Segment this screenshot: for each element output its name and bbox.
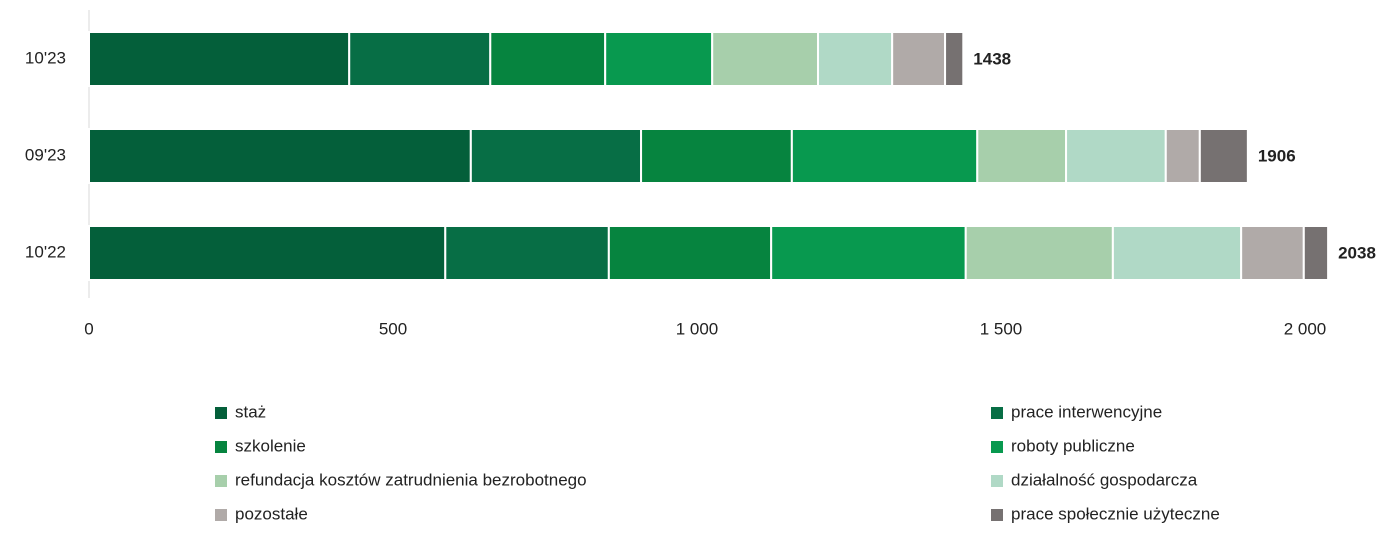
bar-segment [891,31,947,87]
legend-swatch [215,407,227,419]
y-tick-label: 10'23 [25,48,66,67]
bar-segment [348,31,492,87]
bar-segment [816,31,894,87]
x-tick-label: 1 500 [980,319,1023,338]
bar-segment [770,225,967,281]
legend-label: staż [235,402,266,421]
bar-segment [88,225,447,281]
bar-segment [640,128,793,184]
bar-segment [1240,225,1305,281]
legend-label: prace interwencyjne [1011,402,1162,421]
y-tick-label: 09'23 [25,145,66,164]
bar-segment [1302,225,1330,281]
legend-swatch [991,407,1003,419]
x-tick-label: 2 000 [1284,319,1327,338]
total-label: 1438 [973,49,1011,68]
legend-swatch [991,441,1003,453]
bar-segment [604,31,714,87]
legend-swatch [991,509,1003,521]
legend-label: prace społecznie użyteczne [1011,504,1220,523]
legend-swatch [215,509,227,521]
bar-segment [88,128,472,184]
bar-segment [88,31,351,87]
bar-segment [964,225,1114,281]
legend-swatch [991,475,1003,487]
legend-label: szkolenie [235,436,306,455]
bar-segment [944,31,965,87]
x-tick-label: 0 [84,319,93,338]
legend-label: działalność gospodarcza [1011,470,1198,489]
bar-segment [711,31,819,87]
bar-segment [1164,128,1201,184]
bar-segment [607,225,773,281]
y-tick-label: 10'22 [25,242,66,261]
bar-segment [790,128,979,184]
bar-segment [1198,128,1249,184]
total-label: 1906 [1258,146,1296,165]
legend-label: pozostałe [235,504,308,523]
bar-segment [469,128,643,184]
legend-swatch [215,441,227,453]
total-label: 2038 [1338,243,1376,262]
x-tick-label: 1 000 [676,319,719,338]
bar-segment [976,128,1068,184]
legend-label: refundacja kosztów zatrudnienia bezrobot… [235,470,587,489]
legend-label: roboty publiczne [1011,436,1135,455]
bar-segment [1065,128,1167,184]
bar-segment [444,225,610,281]
x-tick-label: 500 [379,319,407,338]
bar-segment [1111,225,1243,281]
bar-segment [489,31,607,87]
legend-swatch [215,475,227,487]
